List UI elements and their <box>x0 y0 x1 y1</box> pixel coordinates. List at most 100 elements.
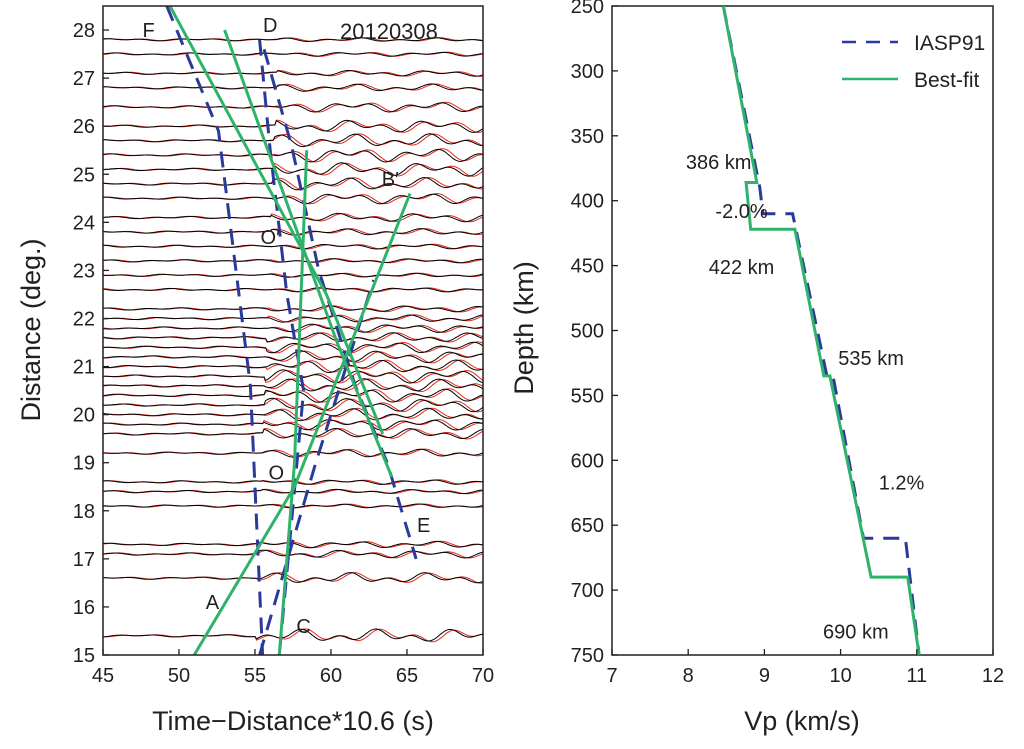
waveform-trace <box>103 419 483 431</box>
waveform-trace <box>103 572 483 584</box>
left-x-axis-label: Time−Distance*10.6 (s) <box>152 706 434 736</box>
y-tick-label: 600 <box>571 450 604 472</box>
y-tick-label: 20 <box>73 405 95 427</box>
waveform-trace <box>103 628 483 643</box>
discontinuity-label: 690 km <box>823 622 889 644</box>
left-plot-frame <box>102 5 484 656</box>
waveform-trace <box>103 133 483 147</box>
waveform-trace <box>103 314 483 323</box>
iasp91-branch <box>258 39 306 655</box>
waveform-trace <box>103 350 483 364</box>
waveform-trace <box>103 244 483 250</box>
waveform-trace <box>103 193 483 205</box>
branch-label: O′ <box>261 227 281 249</box>
waveform-trace <box>103 332 483 343</box>
waveform-trace <box>103 162 483 177</box>
y-tick-label: 22 <box>73 308 95 330</box>
y-tick-label: 650 <box>571 515 604 537</box>
x-tick-label: 11 <box>906 665 927 687</box>
iasp91-branch <box>165 6 265 655</box>
discontinuity-label: 386 km <box>686 152 752 174</box>
waveform-trace <box>103 359 483 374</box>
waveform-trace <box>103 549 483 559</box>
bestfit-profile <box>721 5 921 656</box>
x-tick-label: 45 <box>92 665 114 687</box>
discontinuity-labels: 386 km -2.0% 422 km 535 km 1.2% 690 km <box>686 152 925 644</box>
waveform-trace <box>103 305 483 313</box>
waveform-trace <box>103 37 483 42</box>
y-tick-label: 450 <box>571 256 604 278</box>
waveform-trace <box>103 83 483 92</box>
y-tick-label: 26 <box>73 116 95 138</box>
y-tick-label: 18 <box>73 501 95 523</box>
waveform-trace <box>103 448 483 458</box>
waveform-trace <box>103 378 483 392</box>
waveform-trace <box>103 119 483 133</box>
legend: IASP91 Best-fit <box>842 32 985 92</box>
waveform-trace <box>103 388 483 403</box>
y-tick-label: 750 <box>571 645 604 667</box>
waveform-trace <box>103 427 483 439</box>
y-tick-label: 400 <box>571 191 604 213</box>
x-tick-label: 10 <box>829 665 851 687</box>
waveform-trace <box>103 341 483 354</box>
y-tick-label: 15 <box>73 645 95 667</box>
x-tick-label: 65 <box>396 665 418 687</box>
waveform-trace <box>103 51 483 57</box>
waveform-trace <box>103 397 483 413</box>
x-tick-label: 60 <box>320 665 342 687</box>
right-plot-frame <box>611 5 994 656</box>
branch-label: E <box>417 515 430 537</box>
waveform-trace <box>103 628 483 642</box>
waveform-trace <box>103 243 483 250</box>
right-velocity-panel: 7 8 9 10 11 12 250 300 350 400 450 500 550 600 650 700 7… <box>509 0 1004 736</box>
y-tick-label: 500 <box>571 321 604 343</box>
waveform-trace <box>103 378 483 393</box>
discontinuity-label: 422 km <box>709 257 775 279</box>
y-tick-label: 350 <box>571 126 604 148</box>
iasp91-profile <box>721 5 921 656</box>
waveform-trace <box>103 177 483 191</box>
waveform-trace <box>103 83 483 92</box>
waveform-trace <box>103 193 483 205</box>
waveform-trace <box>103 407 483 421</box>
y-tick-label: 300 <box>571 61 604 83</box>
y-tick-label: 23 <box>73 260 95 282</box>
waveform-trace <box>103 258 483 264</box>
waveform-trace <box>103 369 483 384</box>
waveform-trace <box>103 70 483 77</box>
event-id-label: 20120308 <box>340 19 438 44</box>
waveform-traces <box>103 37 483 643</box>
discontinuity-label: -2.0% <box>715 201 767 223</box>
waveform-trace <box>103 350 483 364</box>
right-x-axis-label: Vp (km/s) <box>744 706 860 736</box>
bestfit-branch <box>223 29 394 478</box>
x-tick-label: 12 <box>982 665 1004 687</box>
x-tick-label: 70 <box>472 665 494 687</box>
waveform-trace <box>103 272 483 278</box>
right-axis-ticks: 7 8 9 10 11 12 250 300 350 400 450 500 550 600 650 700 7… <box>571 0 1005 687</box>
branch-label: O <box>268 462 284 484</box>
branch-label: B′ <box>382 169 399 191</box>
waveform-trace <box>103 407 483 422</box>
velocity-profiles <box>721 5 921 656</box>
y-tick-label: 27 <box>73 68 95 90</box>
waveform-trace <box>103 133 483 148</box>
discontinuity-label: 535 km <box>838 348 904 370</box>
branch-label: F <box>142 20 154 42</box>
travel-time-branches <box>165 6 418 655</box>
left-y-axis-label: Distance (deg.) <box>16 238 46 421</box>
bestfit-branch <box>277 150 309 655</box>
y-tick-label: 25 <box>73 164 95 186</box>
y-tick-label: 17 <box>73 549 95 571</box>
y-tick-label: 550 <box>571 385 604 407</box>
iasp91-branch <box>262 48 418 560</box>
left-axis-ticks: 45 50 55 60 65 70 15 16 17 18 19 20 21 22 23 24 25 26 27 28 <box>73 20 494 687</box>
iasp91-branch <box>258 279 376 655</box>
y-tick-label: 16 <box>73 597 95 619</box>
right-y-axis-label: Depth (km) <box>509 261 539 395</box>
waveform-trace <box>103 162 483 177</box>
legend-iasp91-label: IASP91 <box>914 32 985 55</box>
waveform-trace <box>103 287 483 293</box>
